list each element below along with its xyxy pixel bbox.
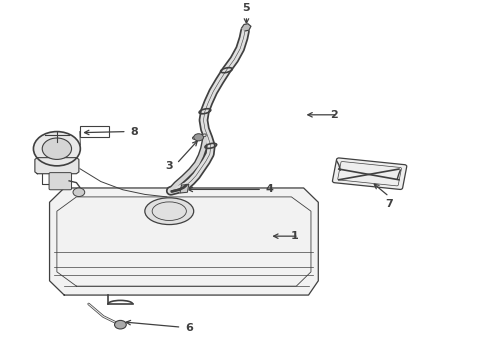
Text: 6: 6 — [185, 323, 193, 333]
Polygon shape — [180, 184, 189, 193]
Text: 5: 5 — [243, 3, 250, 13]
Polygon shape — [242, 24, 251, 31]
Circle shape — [194, 134, 203, 141]
Circle shape — [115, 320, 126, 329]
Text: 2: 2 — [330, 110, 338, 120]
Bar — [80, 126, 109, 137]
Polygon shape — [49, 188, 319, 295]
Polygon shape — [35, 158, 79, 174]
FancyBboxPatch shape — [49, 173, 72, 190]
Text: 4: 4 — [266, 184, 273, 194]
Text: 3: 3 — [165, 161, 172, 171]
Circle shape — [33, 132, 80, 166]
Ellipse shape — [145, 198, 194, 225]
FancyBboxPatch shape — [332, 158, 407, 189]
Text: 7: 7 — [385, 199, 393, 210]
Circle shape — [42, 138, 72, 159]
Text: 1: 1 — [291, 231, 299, 241]
Circle shape — [73, 188, 85, 197]
Text: 8: 8 — [130, 127, 138, 136]
